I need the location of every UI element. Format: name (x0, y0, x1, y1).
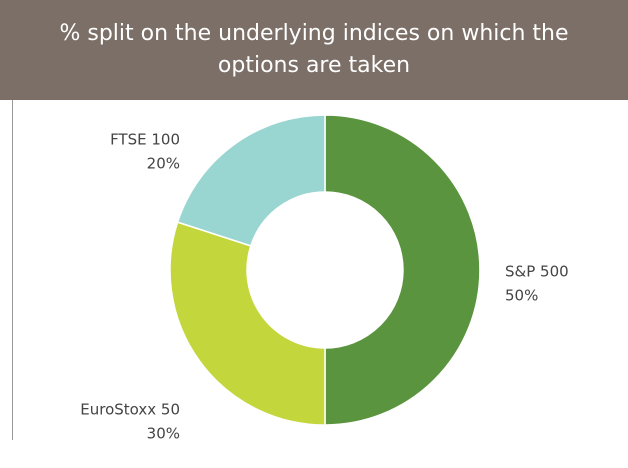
header: % split on the underlying indices on whi… (0, 0, 628, 100)
slice-value-label: 30% (147, 425, 180, 443)
chart: S&P 500 50% EuroStoxx 50 30% FTSE 100 20% (12, 100, 569, 443)
slice-value-label: 20% (147, 155, 180, 173)
slice (176, 114, 326, 247)
slice-label: EuroStoxx 50 (80, 401, 180, 419)
slice (324, 114, 481, 426)
slice-label: S&P 500 (505, 263, 569, 281)
slice-value-label: 50% (505, 287, 538, 305)
slice-label: FTSE 100 (110, 131, 180, 149)
chart-title: % split on the underlying indices on whi… (59, 21, 569, 78)
slice (169, 221, 326, 426)
